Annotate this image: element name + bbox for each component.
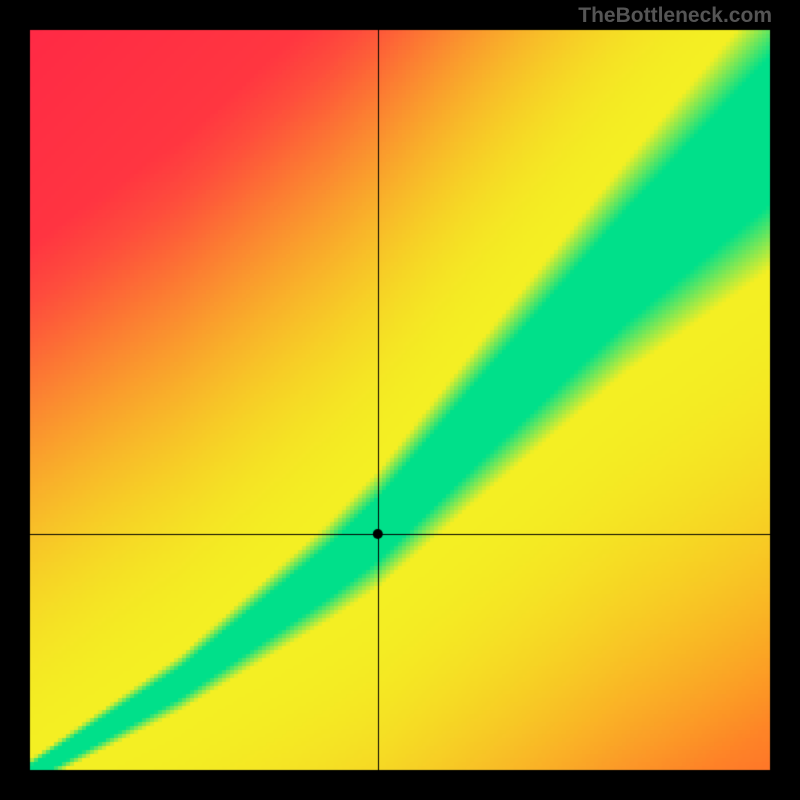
- heatmap-canvas: [0, 0, 800, 800]
- chart-container: TheBottleneck.com: [0, 0, 800, 800]
- watermark-text: TheBottleneck.com: [578, 4, 772, 28]
